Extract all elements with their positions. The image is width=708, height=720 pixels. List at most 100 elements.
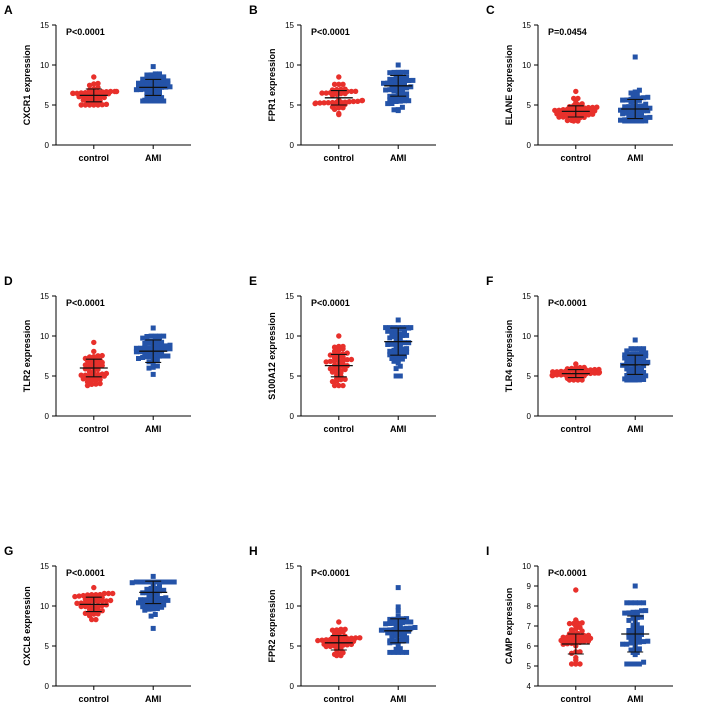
ami-point xyxy=(643,350,649,356)
control-point xyxy=(352,88,359,95)
control-point xyxy=(78,102,84,108)
ami-point xyxy=(144,80,150,86)
y-tick-label: 10 xyxy=(40,61,49,70)
ami-point xyxy=(391,639,397,645)
ami-point xyxy=(634,103,640,109)
control-point xyxy=(573,626,579,632)
ami-point xyxy=(406,340,412,346)
ami-point xyxy=(643,115,649,121)
y-axis-label: CXCR1 expression xyxy=(22,45,32,126)
ami-point xyxy=(150,573,156,579)
ami-point xyxy=(152,82,158,88)
ami-point xyxy=(628,99,634,105)
ami-point xyxy=(399,87,405,93)
y-tick-label: 5 xyxy=(45,642,50,651)
control-point xyxy=(573,587,579,593)
control-point xyxy=(560,114,566,120)
control-point xyxy=(321,100,327,106)
y-tick-label: 5 xyxy=(45,101,50,110)
ami-point xyxy=(389,341,395,347)
y-tick-label: 10 xyxy=(522,562,531,571)
y-tick-label: 15 xyxy=(522,21,531,30)
ami-point xyxy=(643,101,649,107)
ami-point xyxy=(163,579,169,585)
control-point xyxy=(327,358,334,364)
ami-point xyxy=(387,87,393,93)
ami-point xyxy=(389,101,395,106)
ami-point xyxy=(402,353,407,359)
ami-point xyxy=(632,346,638,352)
ami-point xyxy=(389,80,395,86)
ami-point xyxy=(165,597,171,603)
ami-point xyxy=(620,641,626,647)
ami-point xyxy=(397,98,403,104)
ami-point xyxy=(632,89,638,95)
control-point xyxy=(86,82,93,89)
ami-point xyxy=(378,627,384,633)
panel-g: G 0 5 10 15 control AMI CXCL8 expression P<0.000… xyxy=(4,544,191,704)
ami-point xyxy=(399,356,405,362)
ami-point xyxy=(639,112,644,117)
ami-point xyxy=(150,361,156,367)
ami-point xyxy=(138,345,144,351)
control-point xyxy=(581,114,587,121)
ami-point xyxy=(393,633,399,638)
ami-point xyxy=(628,366,634,372)
ami-point xyxy=(630,609,636,615)
ami-point xyxy=(133,87,139,93)
y-axis-label: S100A12 expression xyxy=(267,312,277,400)
control-point xyxy=(91,339,97,346)
ami-point xyxy=(634,629,640,635)
ami-point xyxy=(404,349,410,355)
ami-point xyxy=(144,599,150,605)
ami-point xyxy=(163,343,169,349)
ami-point xyxy=(144,586,150,592)
ami-point xyxy=(645,94,651,100)
control-point xyxy=(359,97,366,104)
control-point xyxy=(348,356,355,363)
y-axis-label: TLR4 expression xyxy=(504,320,514,393)
ami-point xyxy=(622,355,628,361)
ami-point xyxy=(393,79,399,84)
ami-point xyxy=(161,78,167,84)
control-point xyxy=(84,96,91,102)
ami-point xyxy=(404,625,410,631)
control-point xyxy=(107,597,114,604)
control-point xyxy=(80,97,87,103)
ami-point xyxy=(159,95,165,101)
control-point xyxy=(323,637,329,643)
y-tick-label: 15 xyxy=(285,292,294,301)
control-point xyxy=(571,95,577,102)
panel-i: I 4 5 6 7 8 9 10 control AMI CAMP expression P<0.00… xyxy=(486,544,673,704)
y-tick-label: 0 xyxy=(45,682,50,691)
y-tick-label: 15 xyxy=(40,292,49,301)
control-point xyxy=(566,377,573,383)
ami-point xyxy=(399,620,405,626)
control-point xyxy=(571,377,577,383)
y-tick-label: 7 xyxy=(527,622,532,631)
ami-point xyxy=(626,118,632,124)
control-point xyxy=(355,98,361,105)
ami-point xyxy=(385,630,391,636)
ami-point xyxy=(148,585,154,591)
ami-point xyxy=(157,92,162,97)
ami-point xyxy=(148,613,154,619)
control-point xyxy=(86,102,93,108)
control-point xyxy=(346,99,352,105)
ami-point xyxy=(404,346,410,352)
ami-point xyxy=(632,54,638,60)
ami-point xyxy=(636,661,642,667)
ami-point xyxy=(634,351,640,357)
ami-point xyxy=(397,629,403,635)
ami-point xyxy=(157,98,162,104)
control-point xyxy=(568,661,575,667)
ami-point xyxy=(630,615,636,621)
p-value-label: P<0.0001 xyxy=(311,568,350,578)
control-point xyxy=(327,352,334,358)
control-point xyxy=(84,592,91,598)
control-point xyxy=(323,90,329,96)
control-point xyxy=(585,638,592,644)
control-point xyxy=(97,376,103,383)
y-tick-label: 0 xyxy=(290,682,295,691)
ami-point xyxy=(641,363,647,369)
